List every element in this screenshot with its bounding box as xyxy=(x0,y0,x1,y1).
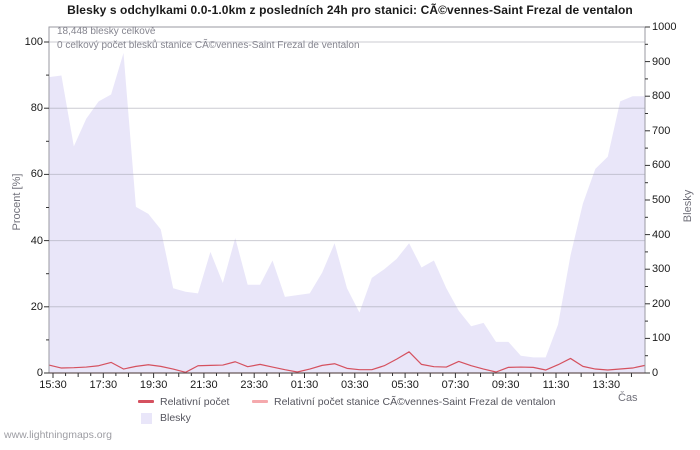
x-tick-label: 05:30 xyxy=(391,379,419,391)
annotation-station-count: 0 celkový počet blesků stanice CÃ©vennes… xyxy=(57,40,360,51)
y-right-tick-label: 200 xyxy=(652,297,671,310)
x-axis-title: Čas xyxy=(618,392,638,404)
y-right-tick-label: 0 xyxy=(652,367,659,379)
y-right-tick-label: 400 xyxy=(652,228,671,241)
y-right-tick-label: 300 xyxy=(652,263,671,276)
x-tick-label: 03:30 xyxy=(341,379,369,391)
x-tick-label: 15:30 xyxy=(39,379,67,391)
y-left-tick-label: 40 xyxy=(30,234,43,247)
y-left-tick-label: 80 xyxy=(30,102,43,115)
legend-label-station-relative-count: Relativní počet stanice CÃ©vennes-Saint … xyxy=(274,396,556,408)
y-left-tick-label: 60 xyxy=(30,168,43,181)
x-tick-label: 11:30 xyxy=(542,379,570,391)
x-tick-label: 17:30 xyxy=(89,379,118,391)
x-tick-label: 13:30 xyxy=(592,379,621,391)
x-tick-label: 01:30 xyxy=(290,379,319,391)
y-left-tick-label: 0 xyxy=(36,367,43,379)
x-tick-label: 19:30 xyxy=(139,379,168,391)
annotation-total-count: 18,448 blesky celkově xyxy=(57,26,156,37)
y-right-tick-label: 800 xyxy=(652,90,671,103)
y-right-tick-label: 700 xyxy=(652,124,671,137)
x-tick-label: 09:30 xyxy=(491,379,520,391)
y-right-tick-label: 1000 xyxy=(652,21,677,33)
y-right-tick-label: 600 xyxy=(652,159,671,172)
watermark-text: www.lightningmaps.org xyxy=(4,429,112,441)
y-right-tick-label: 500 xyxy=(652,194,671,206)
y-left-tick-label: 100 xyxy=(24,36,43,48)
y-left-tick-label: 20 xyxy=(30,300,43,313)
chart-title: Blesky s odchylkami 0.0-1.0km z poslední… xyxy=(67,3,633,17)
legend-label-blesky: Blesky xyxy=(160,412,191,424)
x-tick-label: 21:30 xyxy=(190,379,218,391)
legend-area-swatch-blesky xyxy=(141,413,152,424)
y-right-tick-label: 900 xyxy=(652,55,671,68)
legend-line-swatch-station-relative-count xyxy=(252,400,268,403)
x-tick-label: 07:30 xyxy=(441,379,470,391)
legend-line-swatch-relative-count xyxy=(138,400,154,403)
x-tick-label: 23:30 xyxy=(240,379,268,391)
legend-label-relative-count: Relativní počet xyxy=(160,396,230,408)
y-right-tick-label: 100 xyxy=(652,332,671,345)
